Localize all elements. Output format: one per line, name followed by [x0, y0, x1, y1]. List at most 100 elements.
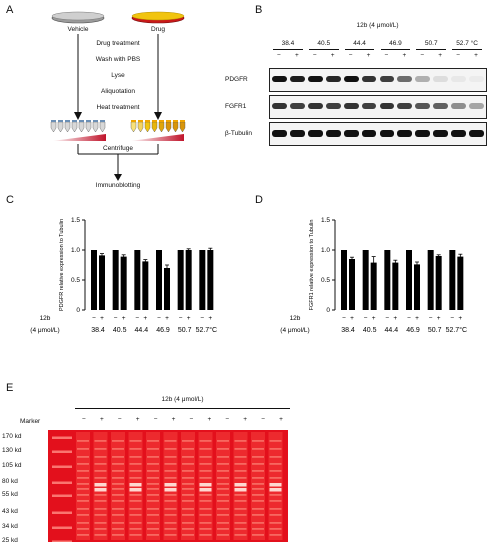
gel-band: [252, 448, 264, 450]
gel-band: [94, 470, 107, 472]
panel-a-label: A: [6, 4, 14, 16]
gel-band: [94, 440, 107, 442]
gel-band: [252, 514, 264, 516]
gel-band: [217, 522, 229, 524]
row-label-unit: (4 μmol/L): [280, 327, 309, 334]
gel-band: [129, 534, 142, 536]
treatment-sign: +: [402, 52, 407, 59]
protein-band: [361, 103, 377, 109]
gel-band: [217, 483, 229, 485]
tube-icon: [144, 121, 151, 133]
treatment-sign: +: [100, 315, 104, 322]
y-tick-label: 1.5: [71, 217, 80, 224]
treatment-sign: +: [143, 315, 147, 322]
protocol-step: Lyse: [111, 72, 125, 79]
gel-band: [269, 528, 282, 530]
treatment-sign: −: [135, 315, 139, 322]
protein-band: [307, 76, 323, 82]
size-marker-label: 130 kd: [2, 447, 22, 454]
panel-a-schematic: [50, 11, 186, 181]
panel-b-label: B: [255, 4, 263, 16]
y-tick-label: 0.5: [321, 277, 330, 284]
gel-band: [182, 534, 194, 536]
tube-icon: [92, 121, 99, 133]
gel-band: [182, 488, 194, 490]
gel-band: [199, 483, 212, 487]
x-tick-label: 44.4: [385, 327, 399, 334]
gel-band: [147, 448, 159, 450]
gel-band: [94, 508, 107, 510]
gel-band: [77, 488, 89, 490]
gel-band: [182, 522, 194, 524]
tube-icon: [179, 121, 186, 133]
gel-band: [199, 456, 212, 458]
bar: [99, 255, 105, 310]
x-tick-label: 50.7: [428, 327, 442, 334]
treatment-sign: −: [82, 416, 86, 423]
gel-band: [199, 488, 212, 492]
treatment-sign: −: [277, 52, 281, 59]
y-tick-label: 0.5: [71, 277, 80, 284]
gel-band: [234, 463, 247, 465]
protein-band: [272, 103, 287, 109]
size-marker-label: 80 kd: [2, 478, 18, 485]
protein-band: [451, 130, 467, 137]
gel-band: [234, 470, 247, 472]
gel-band: [77, 448, 89, 450]
treatment-sign: −: [92, 315, 96, 322]
gel-band: [217, 514, 229, 516]
gel-band: [77, 522, 89, 524]
gel-band: [252, 500, 264, 502]
gel-band: [199, 500, 212, 502]
bar: [207, 250, 214, 310]
tube-icon: [158, 121, 165, 133]
chart-d: 0 0.5 1.0 1.5 FGFR1 relative expression to T…: [280, 217, 467, 334]
marker-band: [52, 494, 72, 497]
gel-band: [182, 448, 194, 450]
gel-band: [164, 488, 177, 492]
treatment-sign: +: [330, 52, 335, 59]
treatment-sign: +: [122, 315, 126, 322]
gel-band: [129, 528, 142, 530]
treatment-sign: −: [117, 416, 122, 423]
blot-strip: [269, 68, 487, 92]
treatment-sign: +: [372, 315, 376, 322]
gel-band: [94, 494, 107, 496]
bar: [142, 261, 149, 310]
tube-icon: [71, 121, 78, 133]
gel-band: [199, 522, 212, 524]
gel-band: [112, 483, 124, 485]
gel-band: [129, 500, 142, 502]
protein-band: [307, 103, 323, 109]
gel-band: [234, 528, 247, 530]
tube-icon: [165, 121, 172, 133]
gel-band: [77, 440, 89, 442]
gel-band: [147, 483, 159, 485]
protocol-step: Drug treatment: [96, 40, 140, 47]
sample-lane: [181, 432, 195, 540]
gel-band: [199, 440, 212, 442]
gel-band: [252, 463, 264, 465]
treatment-sign: +: [208, 315, 212, 322]
gel-band: [252, 508, 264, 510]
panel-e-sizes: 170 kd 130 kd 105 kd 80 kd 55 kd 43 kd 34 kd 25…: [2, 430, 48, 545]
bar: [156, 250, 162, 310]
temp-underline: [452, 49, 482, 50]
blot-row-label: β-Tubulin: [225, 130, 252, 137]
gel-band: [147, 508, 159, 510]
temp-underline: [273, 49, 303, 50]
gel-band: [112, 522, 124, 524]
protein-band: [433, 103, 449, 109]
gel-band: [94, 456, 107, 458]
gel-band: [182, 440, 194, 442]
gel-band: [164, 483, 177, 487]
gel-band: [129, 514, 142, 516]
treatment-sign: −: [456, 52, 460, 59]
gel-band: [129, 522, 142, 524]
treatment-sign: +: [474, 52, 478, 59]
sample-lane: [146, 432, 160, 540]
gel-band: [112, 470, 124, 472]
temp-label: 44.4: [353, 40, 366, 47]
protocol-step: Heat treatment: [96, 104, 140, 111]
gel-band: [182, 500, 194, 502]
